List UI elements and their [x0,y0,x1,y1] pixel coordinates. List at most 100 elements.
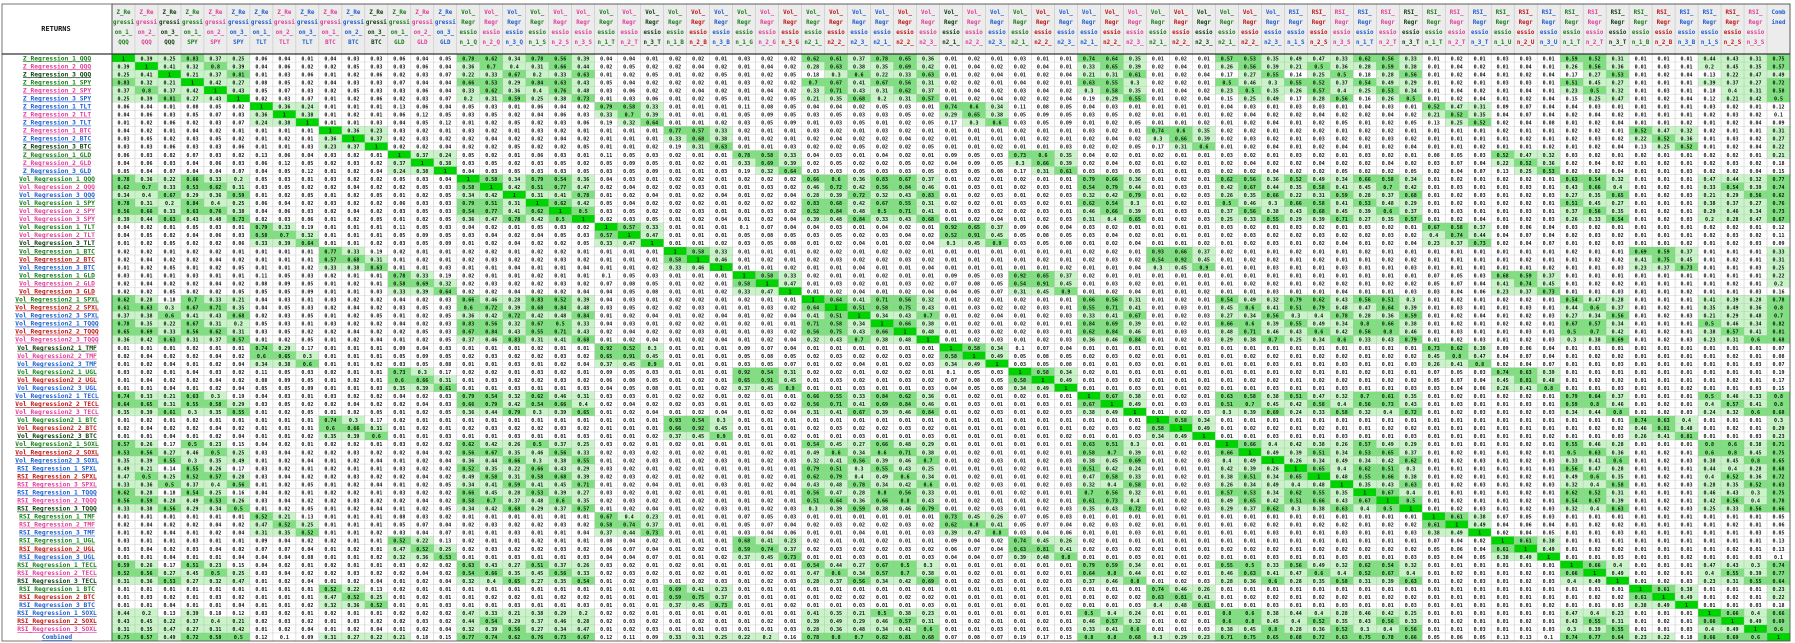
cell-value-label: 0.05 [416,225,428,231]
cell-value-label: 0.02 [140,129,152,135]
cell-value-label: 0.7 [280,233,289,239]
cell-value-label: 0.01 [163,129,175,135]
cell-value-label: 0.34 [508,56,520,62]
cell-value-label: 0.04 [554,137,566,143]
cell-value-label: 0.01 [1474,56,1486,62]
cell-value-label: 0.01 [370,153,382,159]
cell-value-label: 0.01 [738,306,750,312]
cell-value-label: 0.02 [853,233,865,239]
cell-value-label: 0.01 [1198,209,1210,215]
cell-value-label: 0.02 [646,209,658,215]
column-header-label: Vol_ [668,10,682,16]
cell-value-label: 0.05 [232,289,244,295]
cell-value-label: 0.36 [462,64,474,70]
cell-value-label: 0.01 [1037,129,1049,135]
cell-value-label: 0.74 [1772,185,1784,191]
cell-value-label: 0.01 [1658,169,1670,175]
cell-value-label: 0.29 [1405,201,1417,207]
cell-value-label: 0.8 [211,64,220,70]
cell-value-label: 0.02 [531,273,543,279]
cell-value-label: 0.02 [1037,217,1049,223]
cell-value-label: 0.33 [1244,217,1256,223]
cell-value-label: 0.01 [232,225,244,231]
column-header-label: Vol_ [921,10,935,16]
cell-value-label: 0.02 [669,88,681,94]
cell-value-label: 0.03 [416,137,428,143]
cell-value-label: 0.06 [255,201,267,207]
cell-value-label: 0.01 [1704,121,1716,127]
cell-value-label: 0.02 [278,193,290,199]
cell-value-label: 0.34 [508,177,520,183]
cell-value-label: 0.02 [761,193,773,199]
cell-value-label: 0.5 [1337,72,1346,78]
cell-value-label: 0.02 [117,257,129,263]
cell-value-label: 0.02 [646,185,658,191]
cell-value-label: 0.02 [646,88,658,94]
row-header-label: Z_Regression_3_SPY [23,94,91,102]
cell-value-label: 0.01 [1658,289,1670,295]
column-header-label: n_2_G [758,40,776,46]
column-header-label: Z_Re [208,10,222,16]
cell-value-label: 0.01 [1267,153,1279,159]
cell-value-label: 0.02 [600,217,612,223]
cell-value-label: 0.03 [1106,105,1118,111]
cell-value-label: 0.39 [830,193,842,199]
cell-value-label: 0.02 [462,249,474,255]
cell-value-label: 0.02 [393,185,405,191]
cell-value-label: 0.63 [1566,177,1578,183]
cell-value-label: 0.01 [1267,105,1279,111]
cell-value-label: 0.09 [1772,241,1784,247]
cell-value-label: 0.01 [738,145,750,151]
cell-value-label: 0.03 [1198,217,1210,223]
cell-value-label: 0.37 [1727,80,1739,86]
cell-value-label: 0.02 [945,80,957,86]
column-header-label: essio [1172,30,1190,36]
column-header-label: RSI_ [1312,10,1326,16]
cell-value-label: 0.21 [1290,64,1302,70]
column-header-label: essio [1264,30,1282,36]
cell-value-label: 0.47 [1749,72,1761,78]
cell-value-label: 0.03 [370,121,382,127]
column-header-label: RSI_ [1634,10,1648,16]
cell-value-label: 0.04 [1106,137,1118,143]
cell-value-label: 0.03 [485,281,497,287]
cell-value-label: 0.01 [669,281,681,287]
cell-value-label: 0.25 [1589,96,1601,102]
cell-value-label: 0.35 [1244,193,1256,199]
cell-value-label: 0.02 [761,80,773,86]
cell-value-label: 0.36 [922,56,934,62]
cell-value-label: 0.37 [163,88,175,94]
cell-value-label: 0.08 [761,233,773,239]
cell-value-label: 0.02 [922,137,934,143]
column-header-label: essio [666,30,684,36]
cell-value-label: 0.01 [1704,241,1716,247]
cell-value-label: 0.39 [1749,185,1761,191]
cell-value-label: 0.01 [439,249,451,255]
cell-value-label: 0.02 [577,105,589,111]
cell-value-label: 0.62 [1221,177,1233,183]
cell-value-label: 0.01 [922,105,934,111]
cell-value-label: 0.02 [531,281,543,287]
cell-value-label: 0.03 [1681,193,1693,199]
cell-value-label: 1 [375,145,378,151]
cell-value-label: 0.48 [577,306,589,312]
cell-value-label: 0.04 [1359,105,1371,111]
cell-value-label: 0.01 [1405,225,1417,231]
cell-value-label: 0.01 [1290,281,1302,287]
cell-value-label: 0.04 [1589,113,1601,119]
cell-value-label: 0.05 [600,80,612,86]
column-header-label: Vol_ [691,10,705,16]
cell-value-label: 0.13 [255,153,267,159]
row-header-label: RSI_Regression_2_TQQQ [17,497,97,505]
cell-value-label: 0.63 [922,72,934,78]
cell-value-label: 0.05 [623,169,635,175]
cell-value-label: 0.01 [577,249,589,255]
cell-value-label: 0.04 [623,80,635,86]
cell-value-label: 0.09 [646,169,658,175]
column-header-label: essio [1034,30,1052,36]
cell-value-label: 0.52 [1658,137,1670,143]
cell-value-label: 0.02 [1704,169,1716,175]
cell-value-label: 0.66 [554,64,566,70]
cell-value-label: 0.01 [1198,105,1210,111]
cell-value-label: 0.02 [1267,233,1279,239]
